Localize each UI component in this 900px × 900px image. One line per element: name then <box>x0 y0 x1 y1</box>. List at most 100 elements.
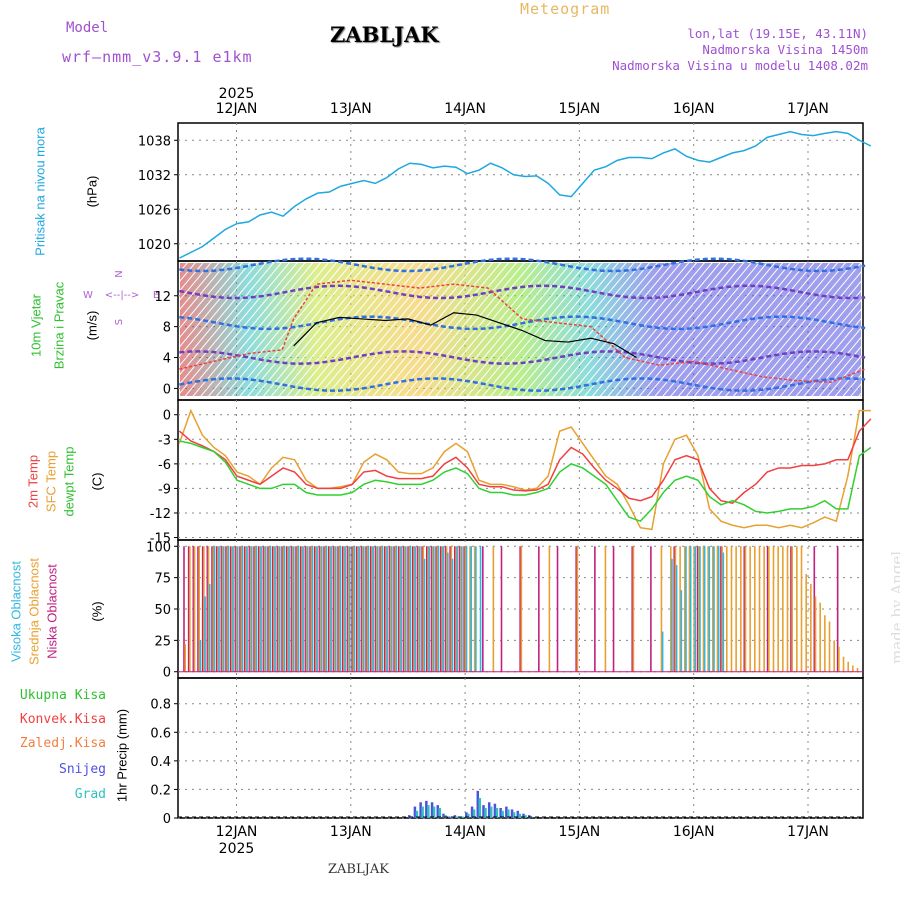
temp-line-2m-temp <box>178 418 872 504</box>
precip-bar <box>467 813 470 818</box>
bottom-date-label: 16JAN <box>673 824 715 840</box>
y-tick-label: -3 <box>158 433 171 448</box>
bottom-time-axis: 12JAN 13JAN 14JAN 15JAN 16JAN 17JAN 2025 <box>216 824 829 857</box>
y-tick-label: 0.4 <box>150 755 171 770</box>
top-time-axis: 12JAN 13JAN 14JAN 15JAN 16JAN 17JAN 2025 <box>216 86 829 117</box>
y-tick-label: 0.8 <box>150 698 171 713</box>
legend-frozen-rain: Zaledj.Kisa <box>19 736 106 751</box>
wind-speed-line <box>293 312 637 359</box>
product-label: Meteogram <box>520 0 611 18</box>
y-tick-label: 1026 <box>138 203 171 218</box>
coords-label: lon,lat (19.15E, 43.11N) <box>687 26 868 41</box>
wind-barb-row <box>179 377 866 392</box>
wind-key-north: N <box>114 270 125 277</box>
temp-line-sfc-temp <box>178 408 871 531</box>
y-tick-label: 1020 <box>138 238 171 253</box>
precip-bar <box>432 806 436 818</box>
bottom-date-label: 15JAN <box>559 824 601 840</box>
wind-direction-key: N W E S <--|--> <box>83 270 159 325</box>
precip-bar <box>495 808 499 818</box>
bottom-date-label: 12JAN <box>216 824 258 840</box>
precip-bar <box>415 810 419 818</box>
precip-bar <box>436 805 440 818</box>
wind-barb-row <box>179 315 866 331</box>
y-tick-label: 0 <box>163 812 171 827</box>
bottom-date-label: 14JAN <box>444 824 486 840</box>
precip-bar <box>430 802 434 818</box>
precip-bar <box>516 810 520 818</box>
y-tick-label: -15 <box>150 532 171 547</box>
precip-bar <box>510 809 514 818</box>
precip-bar <box>421 806 424 818</box>
precip-bar <box>413 806 417 818</box>
wind-barb-row <box>179 257 866 273</box>
model-name: wrf–nmm_v3.9.1 e1km <box>62 48 253 66</box>
y-tick-label: 0.2 <box>150 783 171 798</box>
pressure-line <box>179 130 872 259</box>
precip-bar <box>427 805 430 818</box>
precip-bar <box>461 816 464 818</box>
precip-bar <box>512 812 516 818</box>
y-tick-label: 0 <box>163 409 171 424</box>
precip-bar <box>455 816 459 818</box>
legend-conv-rain: Konvek.Kisa <box>19 712 106 727</box>
precip-bar <box>465 812 468 818</box>
y-tick-label: 0 <box>163 382 171 397</box>
precip-bar <box>470 806 474 818</box>
y-tick-label: 4 <box>163 352 171 367</box>
precip-bar <box>499 808 502 818</box>
footer-station: ZABLJAK <box>328 862 389 877</box>
precip-bar <box>522 813 525 818</box>
top-date-label: 16JAN <box>673 101 715 117</box>
top-date-label: 12JAN <box>216 101 258 117</box>
wind-barb-row <box>179 284 866 300</box>
y-tick-label: 0.6 <box>150 726 171 741</box>
legend-graupel: Grad <box>74 787 106 802</box>
y-tick-label: -6 <box>158 458 171 473</box>
wind-key-cross: <--|--> <box>105 290 140 301</box>
top-date-label: 13JAN <box>330 101 372 117</box>
y-tick-label: 0 <box>163 666 171 681</box>
wind-key-east: E <box>153 290 159 301</box>
bottom-year-label: 2025 <box>219 841 255 857</box>
precip-bar <box>472 809 476 818</box>
temp-line-dewpt-temp <box>179 440 872 523</box>
precip-bar <box>487 802 491 818</box>
wind-gust-line <box>179 279 866 383</box>
precip-bar <box>501 810 504 818</box>
precip-bar <box>518 813 522 818</box>
page-title: ZABLJAK <box>330 22 439 47</box>
precip-bar <box>524 815 527 818</box>
y-tick-label: 100 <box>146 540 171 555</box>
y-tick-label: 1038 <box>138 134 171 149</box>
precip-bar <box>476 790 480 818</box>
top-date-label: 15JAN <box>559 101 601 117</box>
altitude-label: Nadmorska Visina 1450m <box>702 42 868 57</box>
y-tick-label: -12 <box>150 507 171 522</box>
precip-bar <box>493 803 497 818</box>
y-tick-label: -9 <box>158 482 171 497</box>
panel-frame <box>177 122 864 262</box>
precip-bar <box>489 806 493 818</box>
top-date-label: 17JAN <box>787 101 829 117</box>
y-tick-label: 25 <box>154 634 171 649</box>
top-date-label: 14JAN <box>444 101 486 117</box>
y-tick-label: 8 <box>163 321 171 336</box>
y-tick-label: 12 <box>154 290 171 305</box>
precip-bar <box>419 802 422 818</box>
legend-snow: Snijeg <box>59 762 106 777</box>
precip-bar <box>507 809 510 818</box>
top-year-label: 2025 <box>219 86 255 102</box>
precip-bar <box>425 800 428 818</box>
precip-bar <box>447 816 451 818</box>
legend-total-rain: Ukupna Kisa <box>19 688 106 703</box>
model-label: Model <box>66 20 109 36</box>
y-tick-label: 1032 <box>138 169 171 184</box>
precip-bar <box>478 798 482 818</box>
wind-key-south: S <box>114 319 125 325</box>
precip-bar <box>484 808 487 818</box>
precip-bar <box>505 806 508 818</box>
y-tick-label: 75 <box>154 572 171 587</box>
wind-barb-row <box>179 350 866 365</box>
